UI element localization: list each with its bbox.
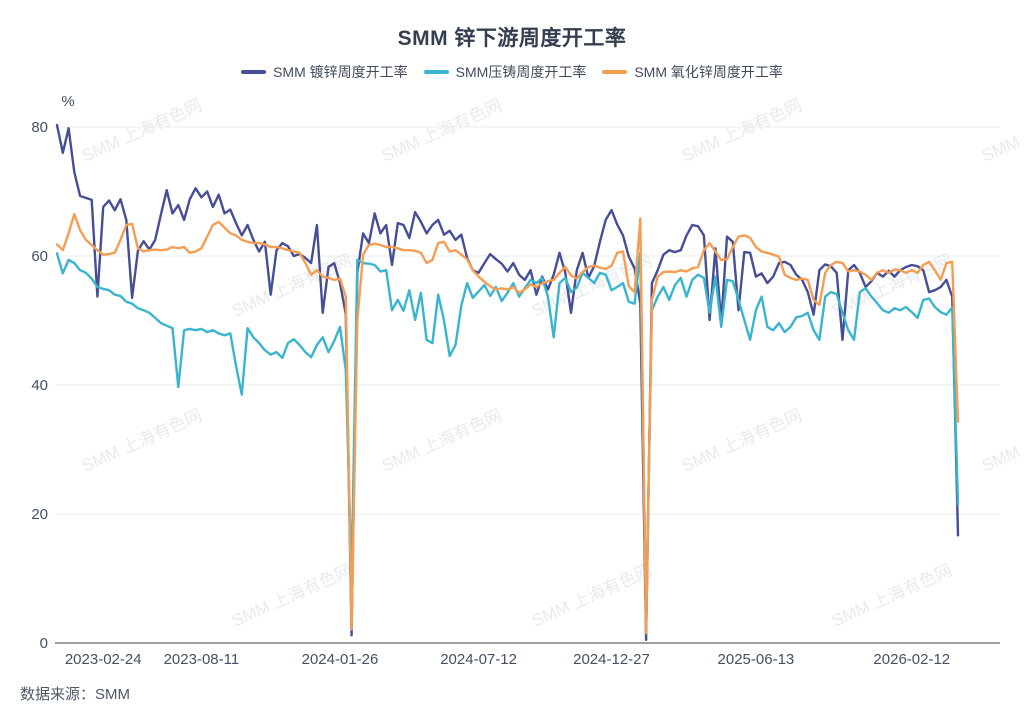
watermark-text: SMM 上海有色网 (379, 96, 505, 166)
legend-line-marker (423, 70, 449, 74)
legend-line-marker (602, 70, 628, 74)
x-tick-label: 2025-06-13 (718, 651, 795, 668)
chart-title: SMM 锌下游周度开工率 (397, 27, 627, 50)
watermark-text: SMM 上海有色网 (829, 561, 955, 631)
x-tick-label: 2024-07-12 (440, 651, 517, 668)
watermark-text: SMM 上海有色网 (379, 406, 505, 476)
watermark-text: SMM 上海有色网 (229, 561, 355, 631)
legend-label: SMM 氧化锌周度开工率 (634, 64, 783, 80)
y-tick-label: 0 (40, 635, 48, 652)
y-tick-label: 20 (31, 506, 48, 523)
legend-item-zinc-oxide[interactable]: SMM 氧化锌周度开工率 (602, 62, 783, 82)
x-tick-label: 2026-02-12 (873, 651, 950, 668)
y-tick-label: 80 (31, 119, 48, 136)
legend-item-galvanizing[interactable]: SMM 镀锌周度开工率 (241, 62, 408, 82)
x-tick-label: 2023-08-11 (164, 651, 240, 668)
y-axis-unit: % (61, 93, 74, 110)
watermark-text: SMM 上海有色网 (79, 406, 205, 476)
watermark-text: SMM 上海有色网 (229, 251, 355, 321)
legend-label: SMM压铸周度开工率 (455, 64, 587, 80)
legend-item-die-casting[interactable]: SMM压铸周度开工率 (423, 62, 587, 82)
series-line-1[interactable] (55, 251, 960, 619)
y-tick-label: 40 (31, 377, 48, 394)
data-source-label: 数据来源：SMM (20, 686, 130, 703)
x-tick-label: 2024-01-26 (302, 651, 379, 668)
x-tick-label: 2024-12-27 (573, 651, 650, 668)
series-line-2[interactable] (55, 212, 960, 635)
watermark-text: SMM 上海有色网 (529, 561, 655, 631)
series-line-0[interactable] (55, 123, 960, 641)
watermark-text: SMM 上海有色网 (79, 96, 205, 166)
legend-line-marker (241, 70, 267, 74)
legend-label: SMM 镀锌周度开工率 (273, 64, 408, 80)
watermark-text: SMM 上海有色网 (979, 96, 1024, 166)
watermark-text: SMM 上海有色网 (979, 406, 1024, 476)
legend: SMM 镀锌周度开工率 SMM压铸周度开工率 SMM 氧化锌周度开工率 (0, 62, 1024, 82)
x-tick-label: 2023-02-24 (65, 651, 142, 668)
y-tick-label: 60 (31, 248, 48, 265)
watermark-text: SMM 上海有色网 (679, 96, 805, 166)
watermark-text: SMM 上海有色网 (679, 406, 805, 476)
